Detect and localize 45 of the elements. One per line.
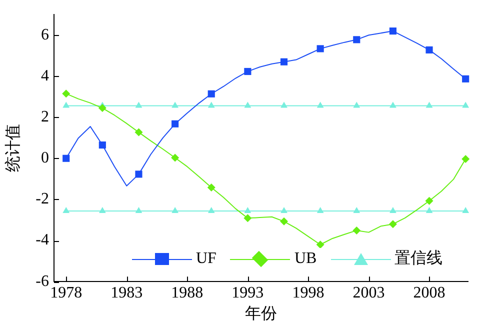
point <box>98 206 106 213</box>
point <box>389 102 396 108</box>
y-tick-label: -2 <box>36 190 49 208</box>
y-tick-label: -4 <box>36 232 49 249</box>
point <box>62 102 70 108</box>
x-tick-label: 1993 <box>232 284 264 302</box>
point <box>316 206 324 213</box>
x-tick-label: 1978 <box>50 284 82 302</box>
point <box>462 206 470 213</box>
point <box>316 102 324 108</box>
legend-label: UF <box>196 250 216 268</box>
x-tick-label: 2003 <box>352 284 385 302</box>
y-axis-title: 统计值 <box>4 124 22 172</box>
legend-label: 置信线 <box>394 248 443 269</box>
y-tick-label: 0 <box>41 150 49 167</box>
point <box>135 102 142 108</box>
x-tick-label: 2008 <box>413 284 446 302</box>
point <box>208 206 215 213</box>
y-tick-label: -6 <box>36 272 49 290</box>
point <box>462 102 470 108</box>
point <box>280 102 288 108</box>
y-tick-label: 2 <box>41 108 49 126</box>
point <box>389 206 396 213</box>
point <box>280 206 288 213</box>
point <box>208 102 215 108</box>
point <box>244 102 252 108</box>
x-tick-label: 1983 <box>110 284 143 302</box>
point <box>62 90 70 98</box>
point <box>244 206 252 213</box>
point <box>172 206 179 213</box>
point <box>62 154 70 162</box>
point <box>353 206 360 213</box>
x-tick-label: 1998 <box>292 284 324 302</box>
point <box>462 154 470 163</box>
point <box>172 102 179 108</box>
x-axis-title: 年份 <box>245 306 277 323</box>
point <box>426 206 433 213</box>
legend-label: UB <box>294 250 317 268</box>
x-tick-label: 1988 <box>171 284 204 302</box>
point <box>426 102 433 108</box>
point <box>353 102 360 108</box>
y-tick-label: 4 <box>41 67 49 84</box>
point <box>135 206 142 213</box>
y-tick-label: 6 <box>41 26 49 44</box>
point <box>62 206 70 213</box>
